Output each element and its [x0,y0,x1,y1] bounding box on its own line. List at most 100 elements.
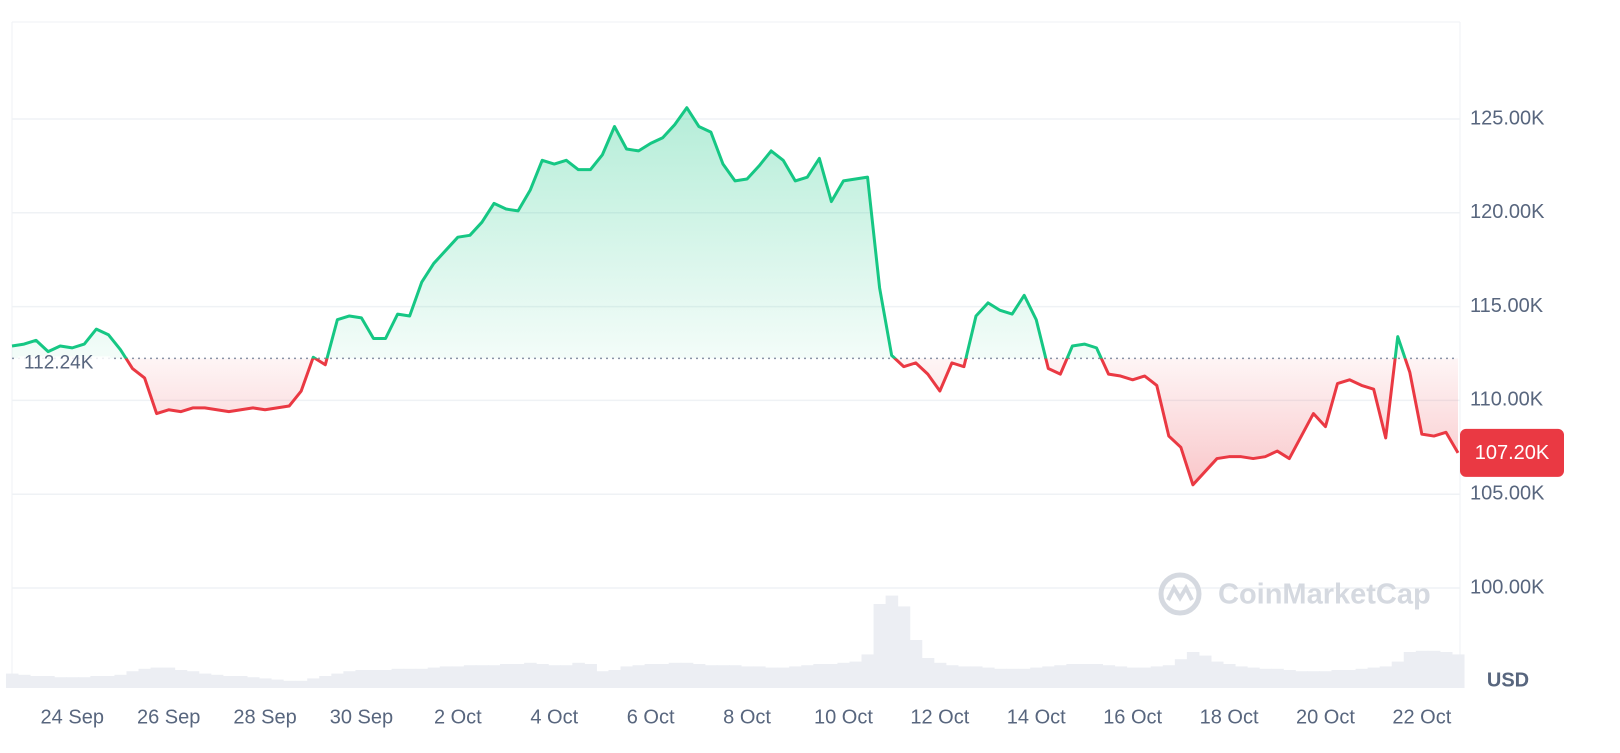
watermark-logo [1158,572,1202,616]
volume-bar [259,678,272,688]
volume-bar [1367,667,1381,688]
volume-bar [969,666,983,688]
volume-bar [1295,671,1308,688]
volume-bar [813,664,826,688]
volume-bar [1126,667,1140,688]
volume-bar [753,666,766,688]
volume-bar [1259,668,1272,688]
volume-bar [728,665,742,688]
volume-bar [1343,670,1357,688]
x-tick-label: 18 Oct [1200,706,1259,728]
volume-bar [668,662,682,688]
volume-bar [295,680,308,688]
volume-bar [1307,671,1320,688]
volume-bar [1198,655,1212,688]
reference-label-bg [18,356,110,383]
volume-bar [1186,652,1200,688]
area-fill [12,107,1458,485]
volume-bar [1439,652,1453,688]
volume-bar [210,674,224,688]
volume-bar [1174,659,1188,688]
volume-bar [560,665,573,688]
volume-bar [1138,667,1152,688]
volume-bar [644,664,658,688]
volume-bar [1066,664,1079,688]
volume-bar [90,676,103,688]
volume-bar [1030,667,1043,688]
x-tick-label: 2 Oct [434,706,482,728]
volume-bar [1223,664,1236,688]
volume-bar [1150,666,1164,688]
volume-bar [716,665,730,688]
volume-bar [319,676,332,688]
current-price-badge [1460,428,1564,477]
volume-bar [162,667,176,688]
volume-bar [1114,666,1128,688]
volume-bar [331,673,344,688]
volume-bar [54,677,67,688]
volume-bar [403,668,417,688]
volume-bar [283,680,296,688]
volume-bar [837,662,850,688]
volume-bar [1247,667,1260,688]
volume-bar [692,664,706,688]
volume-bar [1102,665,1116,688]
volume-bar [536,664,549,688]
volume-bar [861,654,875,688]
volume-bar [982,667,995,688]
currency-label: USD [1487,669,1529,691]
volume-bar [765,667,778,688]
x-tick-label: 20 Oct [1296,706,1355,728]
volume-bar [66,677,79,688]
volume-bar [873,604,887,688]
volume-bar [1162,665,1176,688]
x-tick-label: 14 Oct [1007,706,1066,728]
volume-bar [1379,666,1393,688]
volume-bar [572,662,585,688]
volume-bar [596,671,609,688]
watermark-text: CoinMarketCap [1218,579,1431,611]
volume-bar [921,658,935,688]
volume-bar [1391,661,1405,688]
volume-bar [524,662,537,688]
volume-bar [5,673,19,688]
y-tick-label: 100.00K [1470,576,1545,598]
volume-bar [367,670,381,688]
volume-bar [487,665,501,688]
volume-bar [945,665,959,688]
volume-bar [463,665,477,688]
volume-bar [427,667,441,688]
price-line [11,106,1460,487]
volume-bar [174,670,188,688]
volume-bar [994,668,1007,688]
x-tick-label: 12 Oct [910,706,969,728]
volume-bar [1078,664,1091,688]
volume-bar [656,664,670,688]
volume-bar [198,673,212,688]
volume-bar [1006,668,1019,688]
watermark: CoinMarketCap [1158,572,1431,616]
current-price-label: 107.20K [1475,442,1550,464]
volume-bar [801,665,814,688]
volume-bar [475,665,489,688]
volume-bar [741,666,754,688]
x-tick-label: 24 Sep [41,706,104,728]
x-tick-label: 6 Oct [627,706,675,728]
volume-bar [379,670,393,688]
x-tick-label: 22 Oct [1392,706,1451,728]
volume-bar [825,664,838,688]
y-tick-label: 110.00K [1470,389,1544,411]
x-tick-label: 30 Sep [330,706,393,728]
y-tick-label: 125.00K [1470,107,1545,129]
volume-bar [680,662,694,688]
volume-bar [849,661,863,688]
volume-bar [1427,650,1441,688]
volume-bar [1042,666,1055,688]
volume-bar [186,671,200,688]
volume-bar [500,664,513,688]
volume-bar [78,677,91,688]
x-tick-label: 26 Sep [137,706,200,728]
y-tick-label: 115.00K [1470,295,1544,317]
volume-bar [271,679,284,688]
volume-bar [1331,670,1345,688]
